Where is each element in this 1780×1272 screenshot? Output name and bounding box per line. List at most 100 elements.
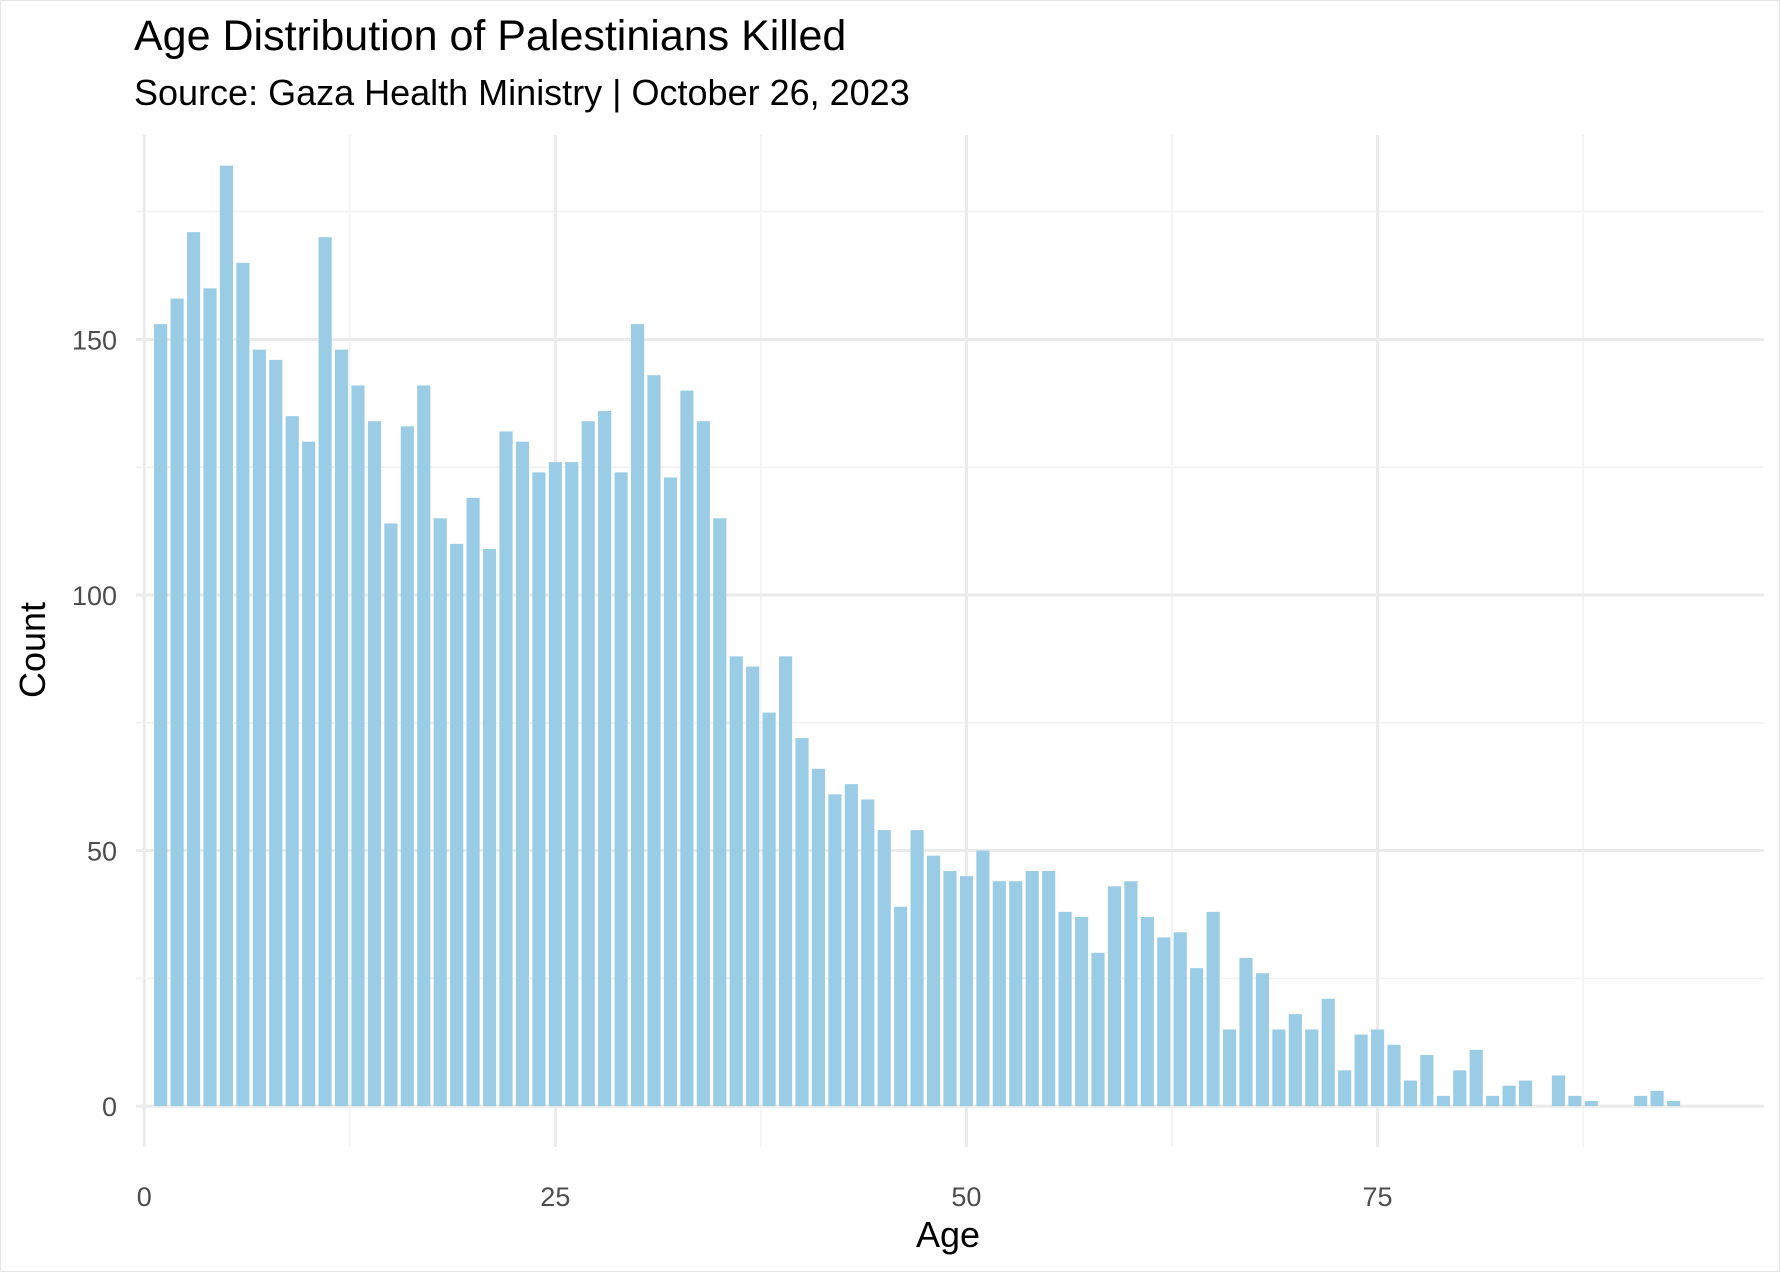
bar xyxy=(318,237,332,1107)
bar xyxy=(894,906,908,1107)
bar xyxy=(565,462,579,1107)
bar xyxy=(466,497,480,1107)
bar xyxy=(976,850,990,1107)
x-tick-label: 75 xyxy=(1363,1182,1393,1212)
bar xyxy=(1107,886,1122,1107)
bar xyxy=(236,262,250,1107)
bar xyxy=(778,656,793,1107)
bar xyxy=(1469,1049,1483,1107)
bar xyxy=(811,768,826,1107)
bar xyxy=(532,472,546,1107)
bar xyxy=(598,411,612,1107)
bar xyxy=(1551,1075,1566,1107)
bar xyxy=(844,784,858,1107)
bar xyxy=(1486,1095,1500,1107)
bar xyxy=(1025,871,1039,1107)
bar xyxy=(1338,1070,1352,1107)
bar xyxy=(1074,917,1089,1107)
bar xyxy=(910,830,924,1107)
bar xyxy=(433,518,447,1107)
bar xyxy=(269,359,283,1107)
bar xyxy=(482,549,497,1107)
bar xyxy=(795,738,809,1107)
bar xyxy=(1354,1034,1368,1107)
bar xyxy=(647,375,661,1107)
y-axis-label: Count xyxy=(12,602,53,698)
bar xyxy=(581,421,595,1107)
bar xyxy=(713,518,727,1107)
bar xyxy=(302,441,316,1107)
bar xyxy=(1584,1101,1598,1107)
bar xyxy=(926,855,941,1107)
bar xyxy=(696,421,710,1107)
bar xyxy=(1666,1101,1681,1107)
tick-labels: 0 25 50 75 0 50 100 150 xyxy=(72,325,1393,1212)
bar xyxy=(630,324,645,1107)
bar xyxy=(285,416,299,1107)
bar xyxy=(548,462,562,1107)
x-tick-label: 25 xyxy=(540,1182,570,1212)
bar xyxy=(154,324,168,1107)
bar xyxy=(499,431,513,1107)
bar xyxy=(1502,1085,1516,1107)
bar xyxy=(1370,1029,1385,1107)
bar xyxy=(680,390,694,1107)
bar xyxy=(861,799,875,1107)
bar xyxy=(1190,968,1204,1107)
bar xyxy=(1634,1095,1648,1107)
bar xyxy=(186,232,201,1107)
bar xyxy=(450,543,464,1107)
bars xyxy=(154,165,1681,1107)
bar xyxy=(959,876,974,1107)
y-tick-label: 0 xyxy=(102,1092,117,1122)
bar xyxy=(1321,998,1335,1107)
bar xyxy=(746,666,760,1107)
bar xyxy=(1568,1095,1582,1107)
bar xyxy=(729,656,743,1107)
bar xyxy=(1403,1080,1418,1107)
bar xyxy=(992,881,1006,1107)
bar xyxy=(1650,1090,1664,1107)
y-tick-label: 50 xyxy=(87,837,117,867)
bar xyxy=(1222,1029,1237,1107)
bar xyxy=(1272,1029,1286,1107)
bar xyxy=(1387,1044,1401,1107)
bar xyxy=(203,288,217,1107)
bar xyxy=(1124,881,1138,1107)
bar xyxy=(1239,957,1253,1107)
bar xyxy=(1453,1070,1467,1107)
chart-subtitle: Source: Gaza Health Ministry | October 2… xyxy=(134,72,910,113)
bar xyxy=(367,421,382,1107)
bar xyxy=(1420,1055,1434,1107)
bar xyxy=(1140,917,1154,1107)
x-tick-label: 50 xyxy=(951,1182,981,1212)
bar xyxy=(762,712,776,1107)
bar xyxy=(1157,937,1171,1107)
bar xyxy=(1091,952,1105,1107)
chart-title: Age Distribution of Palestinians Killed xyxy=(134,12,847,60)
bar xyxy=(663,477,678,1107)
bar xyxy=(219,165,234,1107)
y-tick-label: 150 xyxy=(72,325,117,355)
bar xyxy=(1305,1029,1319,1107)
bar xyxy=(1173,932,1187,1107)
bar xyxy=(943,871,957,1107)
x-tick-label: 0 xyxy=(137,1182,152,1212)
bar xyxy=(170,298,184,1107)
bar xyxy=(400,426,414,1107)
bar xyxy=(1042,871,1056,1107)
bar xyxy=(417,385,431,1107)
bar xyxy=(828,794,842,1107)
bar xyxy=(1255,973,1270,1107)
bar xyxy=(334,349,349,1107)
bar xyxy=(1058,911,1072,1107)
bar xyxy=(1009,881,1023,1107)
bar xyxy=(351,385,365,1107)
bar xyxy=(1436,1095,1450,1107)
bar xyxy=(614,472,628,1107)
bar xyxy=(515,441,530,1107)
bar xyxy=(252,349,266,1107)
bar xyxy=(1288,1014,1302,1107)
y-tick-label: 100 xyxy=(72,581,117,611)
